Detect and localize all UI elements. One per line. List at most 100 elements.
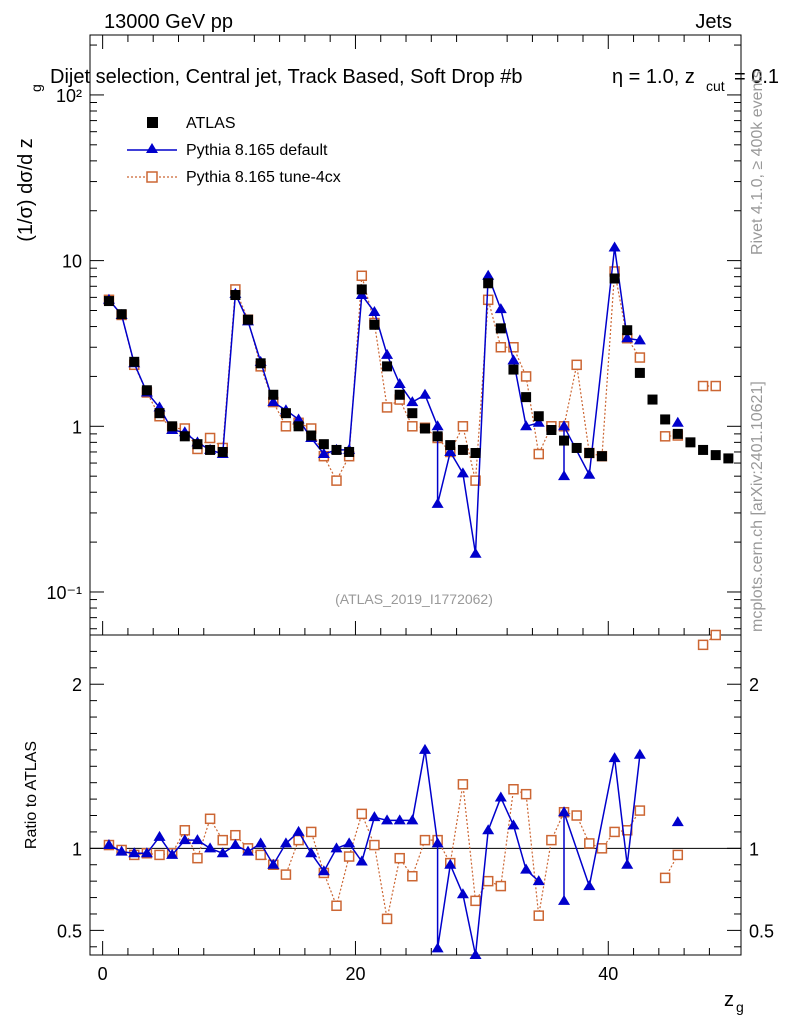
default-main-point — [431, 497, 444, 508]
tune4cx-ratio-point — [381, 913, 393, 925]
atlas-main-point — [521, 392, 532, 403]
atlas-main-point — [470, 447, 481, 458]
default-main-point — [558, 470, 571, 481]
legend-label-atlas: ATLAS — [186, 115, 236, 132]
legend-marker-tune — [146, 171, 158, 183]
atlas-main-point — [533, 411, 544, 422]
y-tick-label-main: 10⁻¹ — [46, 583, 82, 603]
ratio-panel-frame — [89, 634, 742, 956]
tune4cx-ratio-point — [419, 834, 431, 846]
tune4cx-ratio-point — [280, 869, 292, 880]
tune4cx-ratio-point — [369, 839, 380, 851]
default-ratio-point — [671, 816, 684, 827]
tune4cx-ratio-point — [255, 849, 266, 861]
default-ratio-point — [520, 863, 533, 874]
default-ratio-point — [621, 858, 634, 869]
default-ratio-point — [583, 880, 596, 891]
atlas-main-point — [344, 446, 355, 457]
default-ratio-point — [330, 842, 343, 853]
atlas-main-point — [647, 394, 658, 405]
tune4cx-ratio-point — [179, 825, 191, 836]
tune4cx-ratio-point — [697, 639, 709, 651]
tune4cx-ratio-point — [672, 849, 684, 861]
tune4cx-ratio-point — [230, 829, 241, 841]
y-axis-title-main: (1/σ) dσ/d z — [15, 138, 37, 242]
tune4cx-ratio-point — [470, 895, 481, 907]
default-ratio-point — [242, 845, 255, 856]
tune4cx-ratio-point — [154, 849, 165, 861]
default-main-point — [633, 334, 646, 345]
chart-title-sub: cut — [706, 78, 725, 94]
atlas-main-point — [596, 451, 607, 462]
default-ratio-point — [229, 839, 242, 850]
y-tick-label-main: 10 — [62, 252, 82, 272]
x-tick-label: 20 — [345, 964, 365, 984]
tune4cx-ratio-point — [356, 808, 368, 820]
default-main-point — [482, 269, 495, 280]
chart-title-suffix: η = 1.0, z — [612, 66, 695, 88]
tune4cx-main-point — [204, 432, 216, 444]
ratio-y-axis-title: Ratio to ATLAS — [23, 741, 40, 849]
tune4cx-ratio-point — [533, 910, 544, 921]
default-ratio-point — [178, 834, 191, 845]
atlas-main-point — [559, 435, 570, 446]
default-main-point — [267, 396, 280, 407]
x-axis-title-main: z — [724, 989, 734, 1011]
atlas-main-point — [331, 444, 342, 455]
default-main-point — [671, 416, 684, 427]
default-ratio-point — [608, 752, 621, 763]
tune4cx-ratio-point — [217, 834, 228, 846]
tune4cx-ratio-point — [621, 825, 633, 836]
atlas-main-point — [634, 367, 645, 378]
main-axes: 10⁻¹ 1 10 10² — [46, 35, 741, 635]
atlas-main-point — [508, 364, 519, 375]
atlas-main-point — [154, 408, 165, 419]
tune4cx-ratio-point — [192, 852, 203, 864]
tune4cx-ratio-point — [520, 788, 532, 800]
atlas-main-point — [167, 421, 178, 432]
default-ratio-point — [317, 865, 330, 876]
chart-title: Dijet selection, Central jet, Track Base… — [50, 66, 522, 88]
chart-title-eta: η = 1.0, z — [612, 66, 695, 88]
default-ratio-point — [507, 819, 520, 830]
default-main-point — [406, 396, 419, 407]
y-tick-label-ratio-right: 2 — [749, 675, 759, 695]
atlas-main-point — [394, 389, 405, 400]
mcplots-label: mcplots.cern.ch [arXiv:2401.10621] — [749, 381, 766, 632]
default-ratio-point — [633, 748, 646, 759]
tune4cx-ratio-point — [659, 872, 671, 884]
default-ratio-point — [444, 858, 457, 869]
tune4cx-ratio-point — [457, 779, 469, 790]
tune4cx-main-point — [533, 448, 544, 460]
default-ratio-point — [406, 814, 419, 825]
default-ratio-point — [115, 845, 128, 856]
default-ratio-point — [216, 847, 229, 858]
tune4cx-main-point — [280, 421, 292, 432]
atlas-main-point — [280, 408, 291, 419]
default-main-point — [456, 467, 469, 478]
legend-marker-default — [146, 143, 158, 153]
tune4cx-main-point — [407, 421, 418, 432]
atlas-main-point — [230, 290, 241, 301]
atlas-main-point — [217, 446, 228, 457]
y-axis-title: (1/σ) dσ/d z g — [15, 84, 44, 242]
y-tick-label-ratio: 1 — [72, 839, 82, 859]
atlas-main-point — [318, 439, 329, 450]
atlas-main-point — [129, 356, 140, 367]
atlas-main-point — [495, 323, 506, 334]
default-main-point — [507, 354, 520, 365]
atlas-main-point — [179, 431, 190, 442]
atlas-main-point — [571, 442, 582, 453]
tune4cx-ratio-point — [495, 880, 507, 892]
tune4cx-main-point — [571, 359, 582, 371]
y-tick-label-ratio: 2 — [72, 675, 82, 695]
tune4cx-main-point — [381, 402, 393, 413]
analysis-id: (ATLAS_2019_I1772062) — [335, 591, 493, 607]
main-series-layer — [102, 241, 734, 558]
atlas-main-point — [672, 428, 683, 439]
default-ratio-point — [305, 847, 318, 858]
tune4cx-ratio-point — [407, 870, 418, 882]
default-ratio-point — [469, 949, 482, 959]
default-main-point — [583, 468, 596, 479]
tune4cx-ratio-point — [343, 851, 355, 862]
